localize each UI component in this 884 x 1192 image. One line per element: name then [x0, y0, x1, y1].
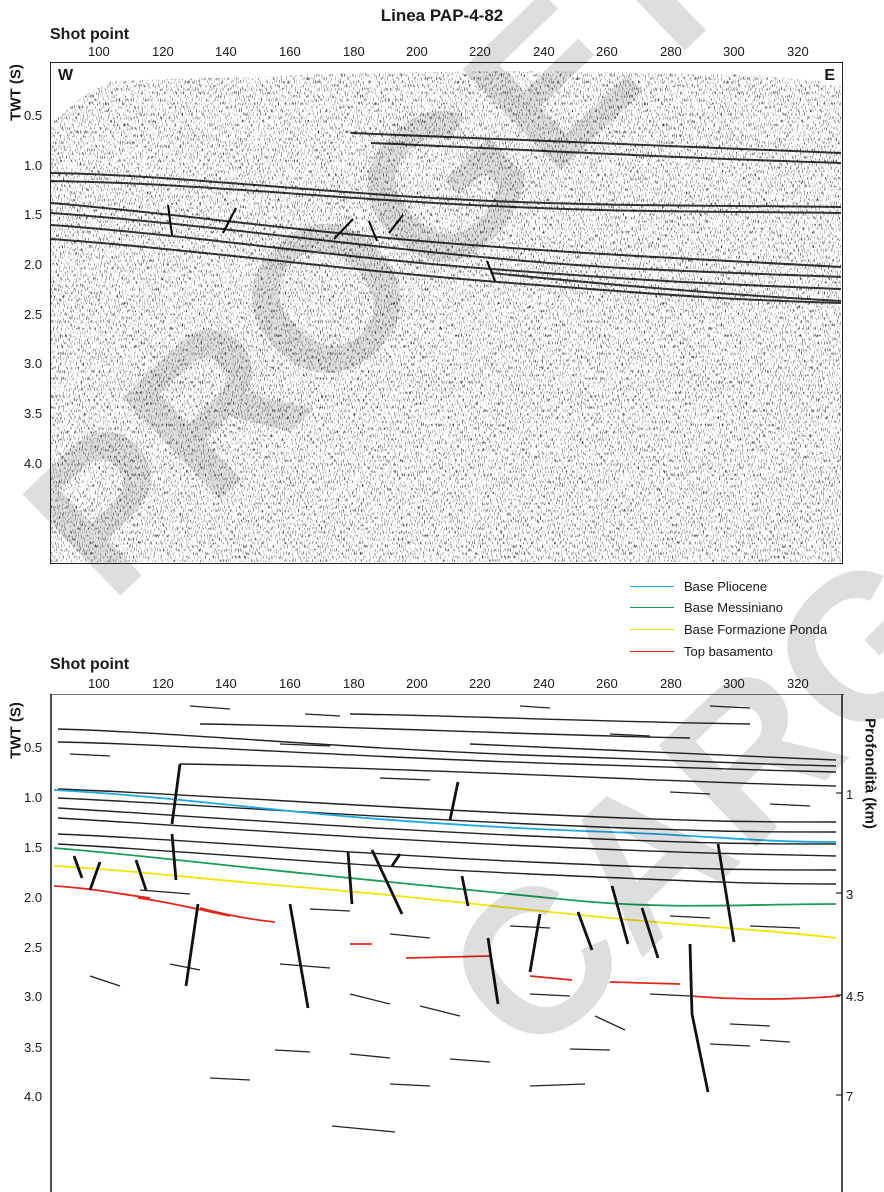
top-twt-tick: 3.5: [24, 406, 43, 421]
bottom-shot-tick: 220: [469, 676, 491, 691]
top-shot-tick: 320: [787, 44, 809, 59]
top-shot-ticks: 100 120 140 160 180 200 220 240 260 280 …: [0, 44, 884, 62]
bottom-shot-point-label: Shot point: [50, 656, 130, 673]
bottom-shot-tick: 200: [406, 676, 428, 691]
top-shot-tick: 120: [152, 44, 174, 59]
depth-tick: 7: [846, 1089, 854, 1104]
bottom-twt-axis-label: TWT (S): [7, 702, 25, 759]
top-shot-tick: 260: [596, 44, 618, 59]
top-twt-tick: 1.5: [24, 207, 43, 222]
top-twt-tick: 4.0: [24, 456, 43, 471]
top-twt-axis-label: TWT (S): [7, 64, 25, 121]
interpreted-faults: [72, 763, 736, 1093]
horizon-base-pliocene: [53, 789, 837, 843]
bottom-twt-tick: 4.0: [24, 1089, 43, 1104]
legend-label: Base Pliocene: [684, 578, 768, 594]
stratal-reflectors: [57, 713, 837, 885]
legend-item: Top basamento: [630, 642, 773, 660]
top-twt-tick: 3.0: [24, 356, 43, 371]
seismic-faults: [167, 204, 496, 282]
top-shot-tick: 220: [469, 44, 491, 59]
legend-item: Base Pliocene: [630, 577, 767, 595]
bottom-twt-tick: 3.0: [24, 989, 43, 1004]
top-shot-tick: 140: [215, 44, 237, 59]
bottom-shot-tick: 120: [152, 676, 174, 691]
seismic-section-panel: W E: [50, 62, 843, 564]
legend-swatch: [630, 585, 674, 587]
bottom-shot-ticks: 100 120 140 160 180 200 220 240 260 280 …: [0, 676, 884, 694]
top-twt-tick: 2.0: [24, 257, 43, 272]
top-shot-tick: 100: [88, 44, 110, 59]
top-shot-tick: 180: [343, 44, 365, 59]
depth-tick: 4.5: [846, 989, 865, 1004]
top-shot-tick: 160: [279, 44, 301, 59]
legend-swatch: [630, 628, 674, 630]
seismic-reflectors: [51, 132, 841, 304]
horizon-base-formazione-ponda: [53, 865, 837, 939]
top-twt-tick: 2.5: [24, 307, 43, 322]
figure-title: Linea PAP-4-82: [380, 6, 504, 25]
top-twt-tick: 1.0: [24, 158, 43, 173]
legend-item: Base Messiniano: [630, 598, 783, 616]
legend-item: Base Formazione Ponda: [630, 620, 827, 638]
top-shot-tick: 200: [406, 44, 428, 59]
interpretation-drawing: [50, 694, 844, 1192]
east-label: E: [821, 67, 838, 85]
short-reflector-segments: [69, 705, 811, 1133]
bottom-shot-tick: 160: [279, 676, 301, 691]
bottom-shot-tick: 240: [533, 676, 555, 691]
top-shot-point-label: Shot point: [50, 26, 130, 43]
legend-label: Base Formazione Ponda: [684, 621, 828, 637]
bottom-shot-tick: 280: [660, 676, 682, 691]
bottom-shot-tick: 260: [596, 676, 618, 691]
top-shot-tick: 300: [723, 44, 745, 59]
legend-swatch: [630, 650, 674, 652]
bottom-twt-tick: 2.0: [24, 890, 43, 905]
bottom-twt-tick: 3.5: [24, 1040, 43, 1055]
depth-tick: 3: [846, 887, 854, 902]
top-shot-tick: 280: [660, 44, 682, 59]
bottom-shot-tick: 180: [343, 676, 365, 691]
bottom-twt-tick: 1.0: [24, 790, 43, 805]
bottom-shot-tick: 140: [215, 676, 237, 691]
bottom-shot-tick: 320: [787, 676, 809, 691]
interpretation-panel: [50, 694, 844, 1192]
legend-label: Top basamento: [684, 643, 773, 659]
horizon-top-basamento: [53, 885, 841, 1000]
legend-label: Base Messiniano: [684, 599, 783, 615]
bottom-twt-tick: 2.5: [24, 940, 43, 955]
seismic-image: [51, 63, 841, 562]
top-shot-tick: 240: [533, 44, 555, 59]
west-label: W: [55, 67, 77, 85]
legend-swatch: [630, 606, 674, 608]
bottom-twt-tick: 1.5: [24, 840, 43, 855]
bottom-twt-tick: 0.5: [24, 740, 43, 755]
top-twt-tick: 0.5: [24, 108, 43, 123]
bottom-shot-tick: 300: [723, 676, 745, 691]
depth-tick: 1: [846, 787, 854, 802]
bottom-shot-tick: 100: [88, 676, 110, 691]
